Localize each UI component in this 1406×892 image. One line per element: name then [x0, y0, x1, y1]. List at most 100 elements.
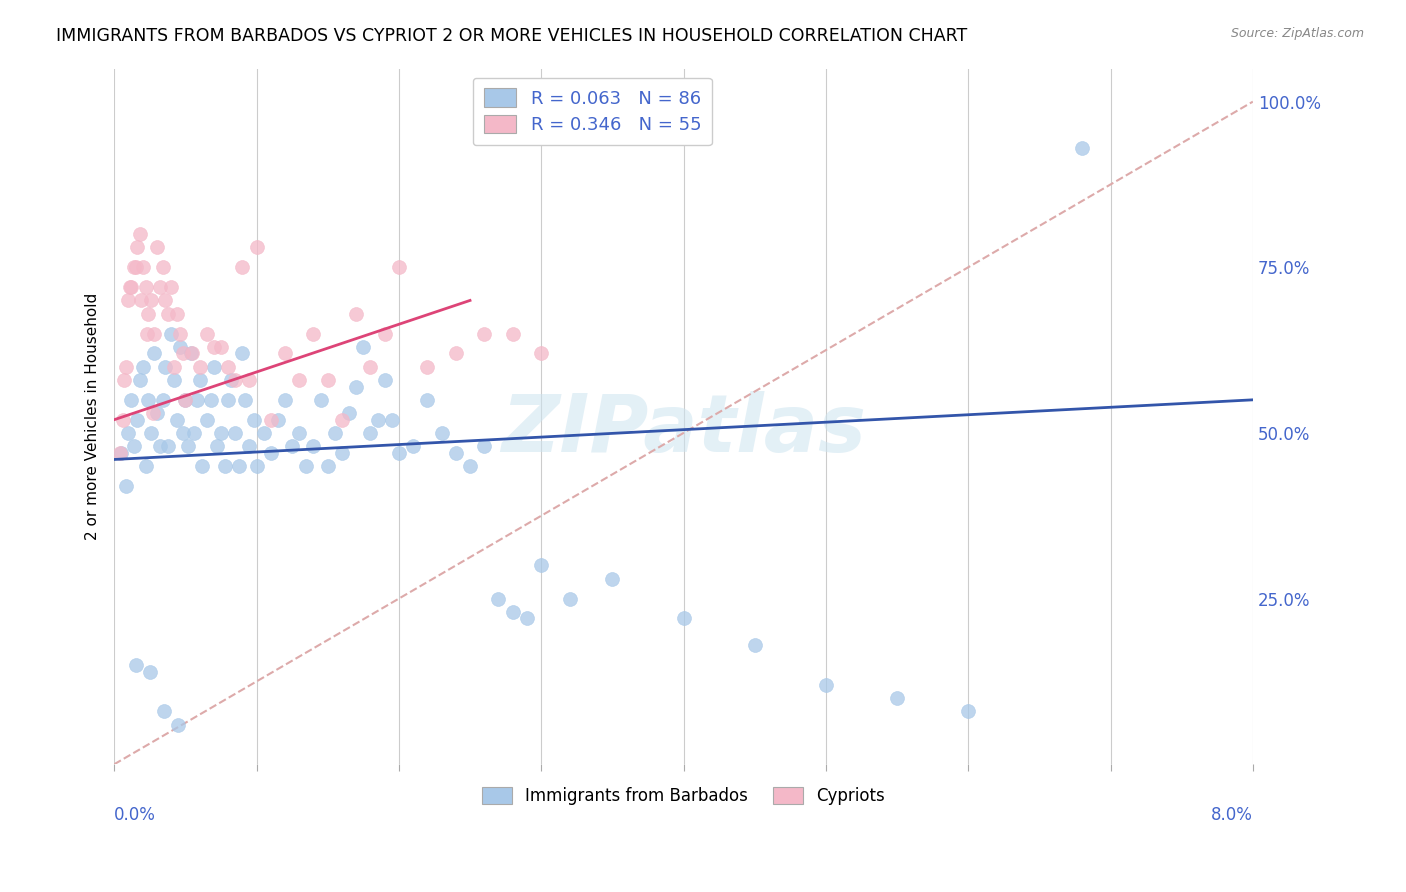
- Point: [134, 280, 156, 294]
- Point: [146, 240, 169, 254]
- Point: [146, 406, 169, 420]
- Point: [138, 307, 160, 321]
- Point: [114, 479, 136, 493]
- Point: [402, 439, 425, 453]
- Point: [444, 446, 467, 460]
- Legend: Immigrants from Barbados, Cypriots: Immigrants from Barbados, Cypriots: [475, 780, 891, 812]
- Point: [530, 346, 553, 360]
- Point: [117, 425, 139, 440]
- Point: [288, 425, 311, 440]
- Point: [135, 326, 157, 341]
- Point: [128, 227, 150, 242]
- Point: [744, 638, 766, 652]
- Text: IMMIGRANTS FROM BARBADOS VS CYPRIOT 2 OR MORE VEHICLES IN HOUSEHOLD CORRELATION : IMMIGRANTS FROM BARBADOS VS CYPRIOT 2 OR…: [56, 27, 967, 45]
- Text: 0.0%: 0.0%: [114, 806, 156, 824]
- Point: [166, 307, 188, 321]
- Point: [253, 425, 276, 440]
- Point: [359, 359, 381, 374]
- Text: 8.0%: 8.0%: [1211, 806, 1253, 824]
- Point: [366, 413, 388, 427]
- Point: [217, 392, 239, 407]
- Point: [183, 425, 205, 440]
- Point: [302, 326, 325, 341]
- Point: [188, 373, 211, 387]
- Point: [172, 346, 194, 360]
- Point: [488, 591, 510, 606]
- Point: [516, 611, 538, 625]
- Y-axis label: 2 or more Vehicles in Household: 2 or more Vehicles in Household: [86, 293, 100, 540]
- Point: [138, 392, 160, 407]
- Point: [472, 326, 495, 341]
- Point: [472, 439, 495, 453]
- Point: [672, 611, 695, 625]
- Point: [131, 359, 153, 374]
- Point: [122, 260, 145, 275]
- Point: [186, 392, 208, 407]
- Point: [502, 605, 524, 619]
- Point: [153, 704, 176, 718]
- Point: [274, 392, 297, 407]
- Point: [242, 413, 264, 427]
- Text: ZIPatlas: ZIPatlas: [501, 392, 866, 469]
- Point: [169, 326, 191, 341]
- Point: [231, 346, 253, 360]
- Point: [112, 373, 135, 387]
- Point: [125, 413, 148, 427]
- Point: [886, 691, 908, 706]
- Point: [502, 326, 524, 341]
- Point: [122, 439, 145, 453]
- Point: [108, 446, 131, 460]
- Point: [374, 326, 396, 341]
- Point: [245, 459, 267, 474]
- Point: [374, 373, 396, 387]
- Point: [458, 459, 481, 474]
- Point: [191, 459, 214, 474]
- Point: [152, 392, 174, 407]
- Point: [245, 240, 267, 254]
- Point: [117, 293, 139, 308]
- Point: [316, 373, 339, 387]
- Point: [163, 359, 186, 374]
- Point: [231, 260, 253, 275]
- Point: [155, 359, 177, 374]
- Point: [260, 446, 283, 460]
- Point: [217, 359, 239, 374]
- Point: [149, 439, 172, 453]
- Point: [152, 260, 174, 275]
- Point: [157, 307, 180, 321]
- Point: [174, 392, 197, 407]
- Point: [114, 359, 136, 374]
- Point: [295, 459, 318, 474]
- Point: [416, 392, 439, 407]
- Point: [120, 280, 142, 294]
- Point: [444, 346, 467, 360]
- Point: [205, 439, 228, 453]
- Point: [110, 446, 132, 460]
- Point: [157, 439, 180, 453]
- Text: Source: ZipAtlas.com: Source: ZipAtlas.com: [1230, 27, 1364, 40]
- Point: [602, 572, 624, 586]
- Point: [172, 425, 194, 440]
- Point: [143, 346, 166, 360]
- Point: [260, 413, 283, 427]
- Point: [530, 558, 553, 573]
- Point: [195, 413, 218, 427]
- Point: [214, 459, 236, 474]
- Point: [118, 280, 141, 294]
- Point: [125, 240, 148, 254]
- Point: [124, 657, 146, 672]
- Point: [281, 439, 304, 453]
- Point: [174, 392, 197, 407]
- Point: [238, 439, 260, 453]
- Point: [155, 293, 177, 308]
- Point: [111, 413, 134, 427]
- Point: [814, 678, 837, 692]
- Point: [195, 326, 218, 341]
- Point: [177, 439, 200, 453]
- Point: [141, 425, 163, 440]
- Point: [1071, 141, 1094, 155]
- Point: [430, 425, 453, 440]
- Point: [188, 359, 211, 374]
- Point: [224, 373, 246, 387]
- Point: [558, 591, 581, 606]
